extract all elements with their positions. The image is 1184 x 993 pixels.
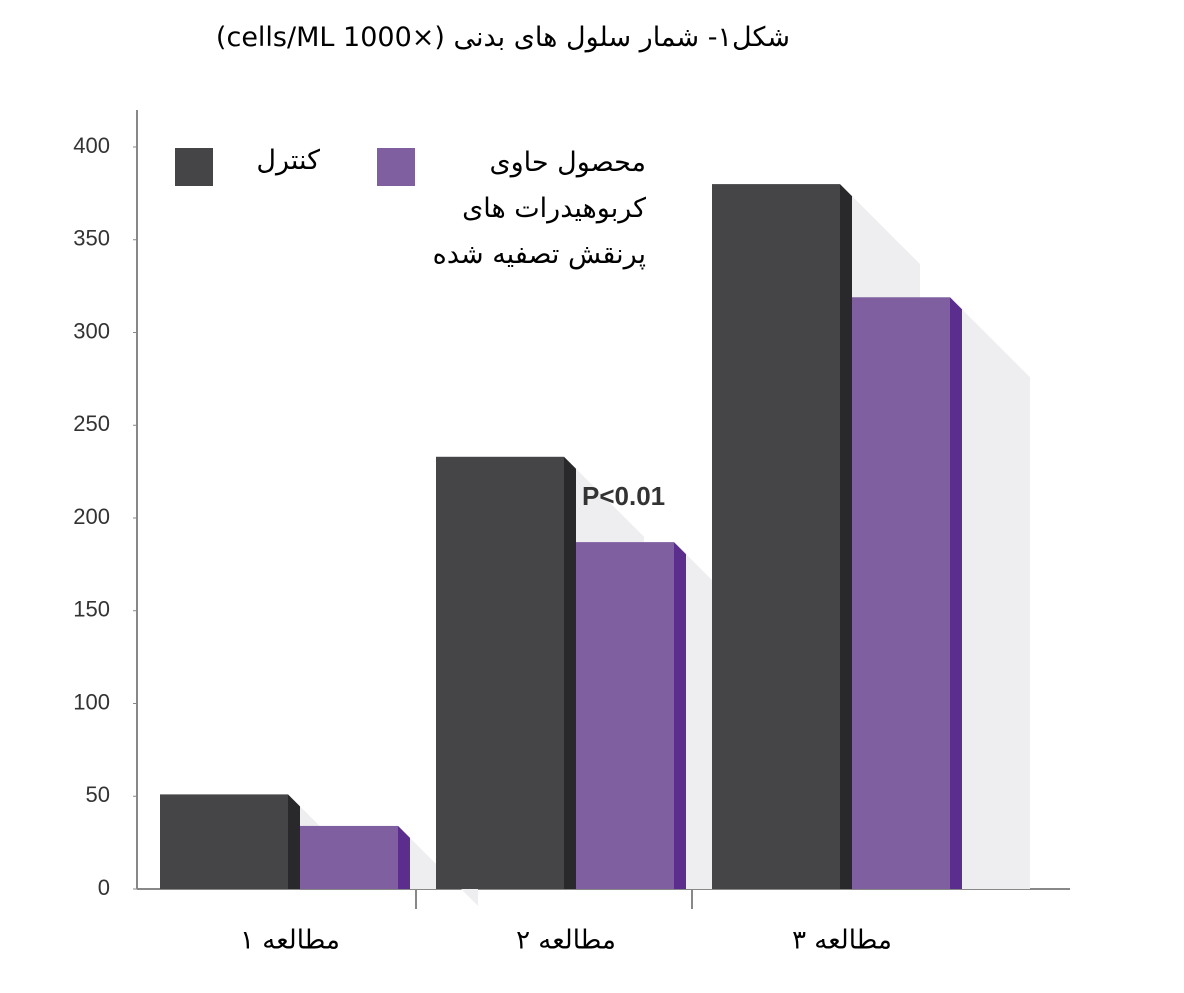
y-tick-label: 50: [86, 782, 110, 807]
bar-side: [950, 297, 962, 889]
annotation: P<0.01: [582, 481, 665, 511]
bar-side: [674, 542, 686, 889]
y-tick-label: 0: [98, 875, 110, 900]
y-tick-label: 350: [73, 226, 110, 251]
x-tick-label: مطالعه ۱: [240, 926, 340, 956]
y-tick-label: 100: [73, 689, 110, 714]
y-tick-label: 200: [73, 504, 110, 529]
bar-side: [840, 184, 852, 890]
bar-side: [288, 794, 300, 889]
y-tick-label: 300: [73, 318, 110, 343]
bar: [852, 297, 950, 889]
bar: [300, 825, 398, 889]
bar: [576, 542, 674, 889]
legend-swatch: [377, 148, 415, 186]
y-tick-label: 150: [73, 597, 110, 622]
bar-side: [398, 825, 410, 889]
x-tick-label: مطالعه ۳: [792, 926, 892, 956]
bar: [436, 456, 564, 889]
bar: [712, 184, 840, 890]
y-tick-label: 250: [73, 411, 110, 436]
y-tick-label: 400: [73, 133, 110, 158]
legend-label: محصول حاوی کربوهیدرات های پرنقش تصفیه شد…: [432, 147, 646, 270]
bar-side: [564, 456, 576, 889]
bar: [160, 794, 288, 889]
legend-swatch: [175, 148, 213, 186]
x-tick-label: مطالعه ۲: [516, 926, 616, 956]
chart-title: شکل۱- شمار سلول های بدنی (×1000 cells/ML…: [215, 22, 790, 53]
bar-shadow: [962, 309, 1030, 889]
legend-label: کنترل: [256, 145, 320, 176]
